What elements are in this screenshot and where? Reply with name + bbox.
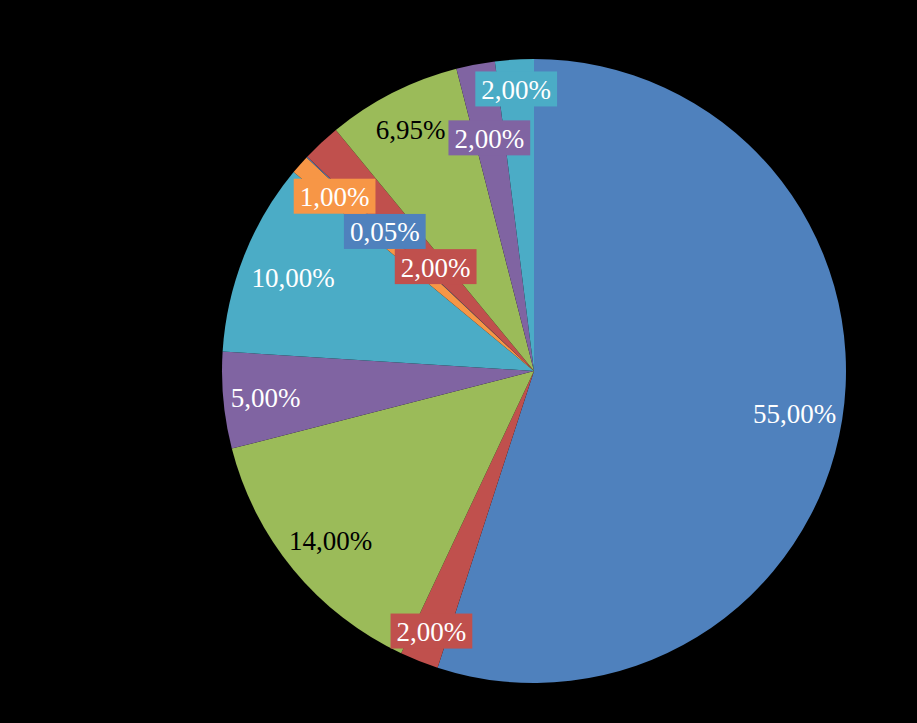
pie-label-blue-005: 0,05% [350, 217, 420, 247]
pie-label-green-14: 14,00% [289, 526, 372, 556]
pie-label-orange-1: 1,00% [300, 182, 370, 212]
pie-label-purple-5: 5,00% [231, 383, 301, 413]
pie-chart-svg: 55,00% 2,00% 14,00% 5,00% 10,00% 1,00% 0,05% 2,… [0, 0, 917, 723]
chart-page: 55,00% 2,00% 14,00% 5,00% 10,00% 1,00% 0,05% 2,… [0, 0, 917, 723]
pie-label-purple-2: 2,00% [454, 124, 524, 154]
pie-label-red-2-bottom: 2,00% [397, 617, 467, 647]
pie-label-red-2-mid: 2,00% [401, 253, 471, 283]
pie-label-green-695: 6,95% [376, 115, 446, 145]
pie-label-cyan-2: 2,00% [481, 75, 551, 105]
pie-label-blue-55: 55,00% [753, 399, 836, 429]
pie-label-teal-10: 10,00% [252, 263, 335, 293]
